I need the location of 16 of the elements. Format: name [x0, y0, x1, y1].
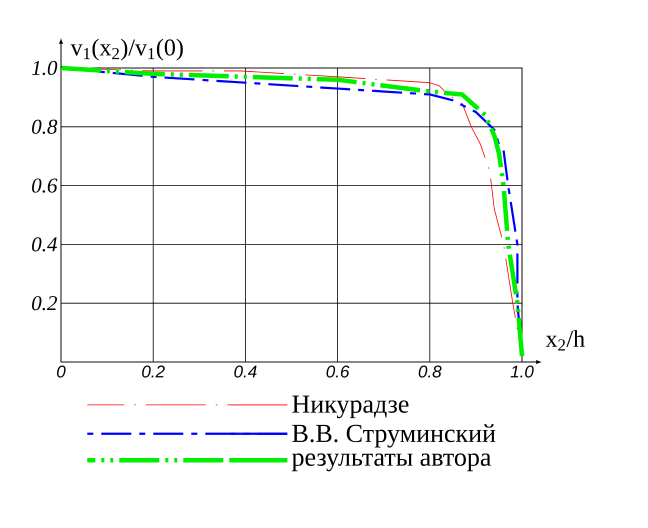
x-axis-title: x$_{2}$/h	[546, 330, 585, 350]
y-axis-title: v$_{1}$(x$_{2}$)/v$_{1}$(0)	[70, 38, 183, 60]
y-tick-label: 0.2	[32, 296, 58, 310]
legend-label: В.В. Струминский	[292, 424, 496, 448]
x-tick-label: 0.8	[418, 366, 442, 378]
x-tick-label: 0.2	[142, 366, 165, 378]
legend-label: результаты автора	[292, 453, 492, 472]
y-tick-label: 0.8	[32, 120, 58, 134]
x-tick-label: 1.0	[510, 366, 534, 378]
x-tick-label: 0	[57, 366, 66, 378]
y-tick-label: 1.0	[32, 60, 58, 76]
y-tick-label: 0.6	[32, 178, 58, 193]
y-tick-label: 0.4	[32, 237, 57, 252]
legend-label: Никурадзе	[292, 396, 408, 418]
x-tick-label: 0.4	[234, 366, 257, 378]
x-tick-label: 0.6	[326, 366, 350, 378]
